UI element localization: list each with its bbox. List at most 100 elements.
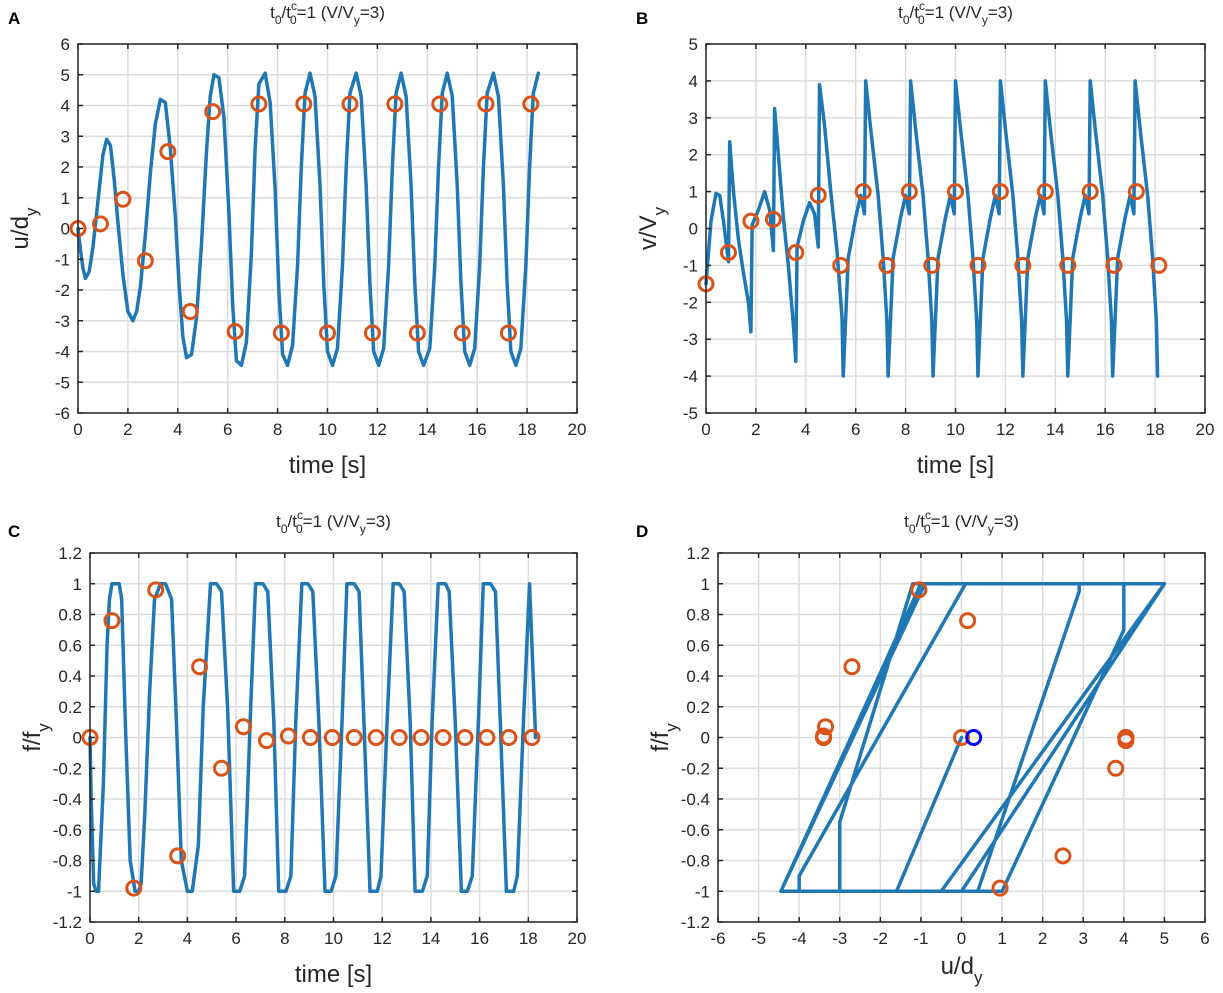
x-tick-label: -2 xyxy=(873,929,888,948)
x-axis-label-text: u/d xyxy=(941,953,974,980)
title-subscript: y xyxy=(982,13,988,27)
data-marker xyxy=(279,727,297,745)
data-marker xyxy=(947,183,964,201)
data-marker xyxy=(114,190,132,208)
x-tick-label: 20 xyxy=(1196,420,1215,439)
y-tick-label: -4 xyxy=(683,367,698,386)
panel-label: B xyxy=(636,9,648,28)
data-marker xyxy=(408,324,426,342)
y-tick-label: 0.6 xyxy=(58,636,82,655)
panel-d: -6 -5 -4 -3 -2 -1 0 1 2 3 4 5 6 -1.2 -1 -0.8 -0.6 -0.4 -0.… xyxy=(636,508,1210,987)
x-tick-label: 1 xyxy=(997,929,1006,948)
series-line-response xyxy=(76,71,541,368)
data-marker xyxy=(181,303,199,321)
y-tick-label: -3 xyxy=(683,330,698,349)
y-tick-label: -1 xyxy=(55,250,70,269)
data-marker xyxy=(854,183,872,201)
y-tick-label: -5 xyxy=(683,404,698,423)
chart-title: t0/tc 0=1 (V/Vy=3) xyxy=(276,508,391,536)
y-axis-label-text: f/f xyxy=(19,731,46,751)
y-tick-label: -0.6 xyxy=(681,821,710,840)
data-marker xyxy=(212,759,230,777)
data-marker xyxy=(136,252,154,270)
data-marker xyxy=(169,847,187,865)
x-tick-label: 20 xyxy=(568,420,587,439)
data-marker xyxy=(341,95,359,113)
x-tick-label: 20 xyxy=(568,929,587,948)
y-tick-label: -2 xyxy=(683,293,698,312)
title-text: =3) xyxy=(988,3,1013,22)
data-marker xyxy=(1117,729,1135,746)
x-axis-label: time [s] xyxy=(289,452,366,479)
x-tick-label: 0 xyxy=(85,929,94,948)
y-tick-label: -0.8 xyxy=(681,852,710,871)
title-text: / xyxy=(916,512,921,531)
data-marker xyxy=(234,718,252,736)
y-tick-label: 6 xyxy=(61,35,70,54)
y-tick-label: 1.2 xyxy=(686,544,710,563)
x-tick-label: 8 xyxy=(280,929,289,948)
y-tick-label: 2 xyxy=(61,158,70,177)
title-text: =1 (V/V xyxy=(297,3,355,22)
x-axis-label-subscript: y xyxy=(974,968,983,987)
data-marker xyxy=(295,95,313,113)
title-text: / xyxy=(910,3,915,22)
title-superscript: c xyxy=(925,508,931,522)
x-tick-label: 4 xyxy=(183,929,192,948)
data-marker xyxy=(477,95,495,113)
x-tick-label: 5 xyxy=(1160,929,1169,948)
x-tick-label: 12 xyxy=(996,420,1015,439)
y-tick-label: -1.2 xyxy=(53,913,82,932)
y-tick-label: 0 xyxy=(73,729,82,748)
data-marker xyxy=(522,95,540,113)
title-subscript: 0 xyxy=(290,13,297,27)
data-marker xyxy=(1127,183,1145,201)
data-marker xyxy=(787,243,805,261)
data-marker xyxy=(1081,183,1099,201)
title-subscript: y xyxy=(360,522,366,536)
y-axis-label: u/dy xyxy=(7,207,41,249)
x-tick-label: 2 xyxy=(134,929,143,948)
x-tick-label: 18 xyxy=(1146,420,1165,439)
data-marker xyxy=(125,879,143,897)
y-tick-label: 0.8 xyxy=(58,606,82,625)
y-tick-label: -3 xyxy=(55,312,70,331)
title-text: t xyxy=(286,3,291,22)
y-tick-label: 0 xyxy=(689,220,698,239)
title-text: =1 (V/V xyxy=(931,512,989,531)
data-marker xyxy=(1105,256,1123,274)
y-tick-label: -0.4 xyxy=(53,790,82,809)
data-marker xyxy=(523,729,541,746)
y-axis-label-subscript: y xyxy=(22,207,41,216)
panel-a: 0 2 4 6 8 10 12 14 16 18 20-6-5-4-3-2-10123456t0/t… xyxy=(7,0,586,479)
y-axis-label-subscript: y xyxy=(662,723,681,732)
data-marker xyxy=(969,256,987,274)
data-marker xyxy=(843,658,861,676)
title-text: t xyxy=(904,512,909,531)
y-tick-label: 0 xyxy=(61,220,70,239)
y-axis-label-text: u/d xyxy=(7,216,34,249)
x-axis-label: time [s] xyxy=(295,961,372,988)
x-tick-label: 10 xyxy=(946,420,965,439)
x-tick-label: 8 xyxy=(273,420,282,439)
y-tick-label: 0.2 xyxy=(58,698,82,717)
y-tick-label: 1 xyxy=(73,575,82,594)
data-marker xyxy=(453,324,471,342)
y-axis-label: v/Vy xyxy=(635,206,669,250)
x-tick-label: 12 xyxy=(368,420,387,439)
data-marker xyxy=(323,729,341,746)
x-tick-label: 12 xyxy=(373,929,392,948)
x-axis-label: time [s] xyxy=(917,452,994,479)
title-text: =1 (V/V xyxy=(925,3,983,22)
y-tick-label: 0.4 xyxy=(58,667,82,686)
title-text: =1 (V/V xyxy=(303,512,361,531)
x-tick-label: 4 xyxy=(173,420,182,439)
chart-title: t0/tc 0=1 (V/Vy=3) xyxy=(270,0,385,27)
x-tick-label: 18 xyxy=(519,929,538,948)
y-tick-label: -1 xyxy=(67,882,82,901)
x-tick-label: -1 xyxy=(913,929,928,948)
x-tick-label: -4 xyxy=(792,929,807,948)
data-marker xyxy=(1150,256,1168,274)
data-marker xyxy=(910,581,928,599)
data-marker xyxy=(363,324,381,342)
